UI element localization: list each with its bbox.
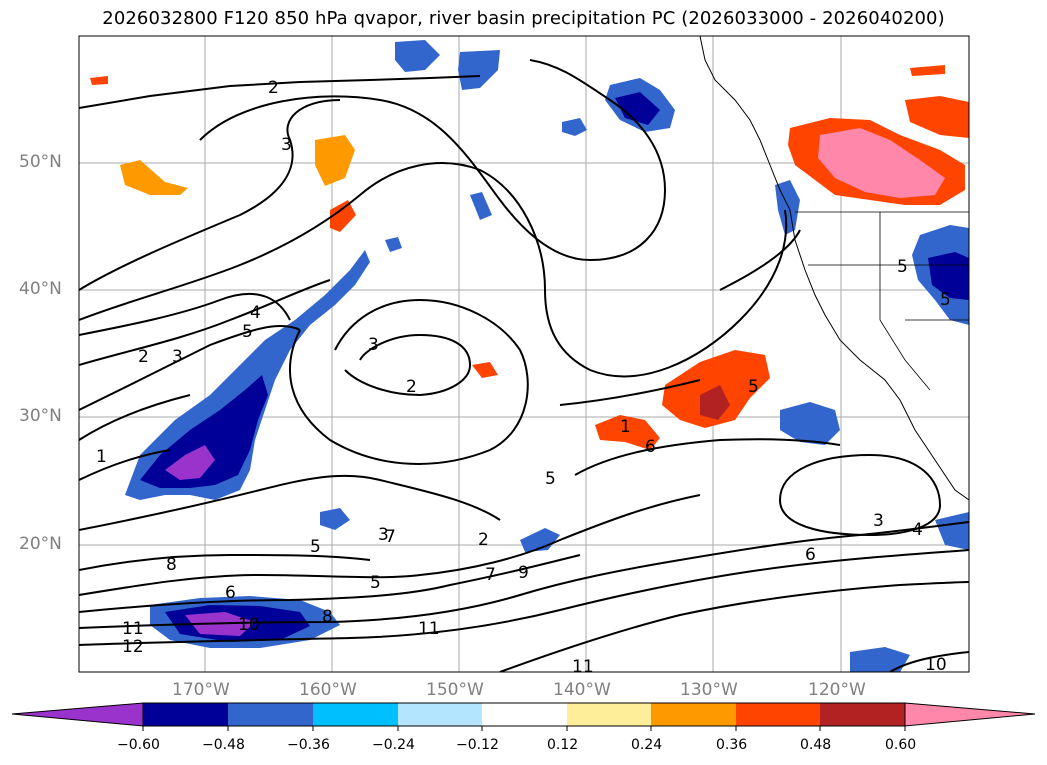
qvapor-contours xyxy=(79,59,969,672)
contour-label: 11 xyxy=(122,619,144,639)
lon-label: 120°W xyxy=(808,680,866,700)
contour-label: 10 xyxy=(238,615,260,635)
colorbar-tick-label: −0.48 xyxy=(202,737,245,753)
map-frame xyxy=(78,35,970,673)
contour-label: 3 xyxy=(873,511,884,531)
contour-label: 4 xyxy=(250,303,261,323)
contour-label: 5 xyxy=(748,377,759,397)
colorbar-segment xyxy=(143,703,228,726)
colorbar-extend-high xyxy=(904,702,1036,727)
map-area: 2 3 3 2 4 5 2 3 1 3 2 5 8 6 8 11 12 10 6… xyxy=(79,36,969,677)
colorbar-tick-label: −0.12 xyxy=(456,737,499,753)
lon-label: 140°W xyxy=(553,680,611,700)
contour-label: 5 xyxy=(370,573,381,593)
lat-label: 30°N xyxy=(19,406,62,426)
contour-label: 8 xyxy=(322,607,333,627)
contour-label: 2 xyxy=(138,347,149,367)
negative-pc-regions xyxy=(125,40,969,672)
lon-label: 160°W xyxy=(299,680,357,700)
contour-label: 7 xyxy=(385,527,396,547)
contour-label: 6 xyxy=(645,437,656,457)
colorbar-segment xyxy=(313,703,398,726)
lat-label: 20°N xyxy=(19,534,62,554)
colorbar-segment xyxy=(651,703,736,726)
contour-label: 5 xyxy=(310,537,321,557)
contour-label: 5 xyxy=(897,257,908,277)
coastline xyxy=(699,36,969,501)
contour-label: 1 xyxy=(96,447,107,467)
contour-label: 3 xyxy=(368,335,379,355)
contour-label: 2 xyxy=(268,78,279,98)
state-borders xyxy=(795,211,969,391)
lon-label: 150°W xyxy=(426,680,484,700)
colorbar-tick-label: 0.12 xyxy=(547,737,579,753)
colorbar-segment xyxy=(228,703,313,726)
positive-pc-regions xyxy=(90,65,969,450)
lat-label: 40°N xyxy=(19,279,62,299)
lon-label: 130°W xyxy=(680,680,738,700)
contour-label: 3 xyxy=(172,347,183,367)
contour-label: 12 xyxy=(122,637,144,657)
colorbar-tick-label: 0.24 xyxy=(631,737,663,753)
contour-label: 3 xyxy=(281,135,292,155)
contour-label: 4 xyxy=(912,520,923,540)
contour-label: 11 xyxy=(572,657,594,677)
contour-label: 11 xyxy=(418,619,440,639)
contour-label: 3 xyxy=(378,525,389,545)
contour-label: 5 xyxy=(545,469,556,489)
colorbar-tick-label: −0.36 xyxy=(287,737,330,753)
figure-title: 2026032800 F120 850 hPa qvapor, river ba… xyxy=(102,8,945,29)
lat-label: 50°N xyxy=(19,152,62,172)
colorbar-segment xyxy=(820,703,905,726)
colorbar-segment xyxy=(567,703,651,726)
contour-label: 5 xyxy=(940,290,951,310)
colorbar xyxy=(11,702,1036,731)
contour-label: 7 xyxy=(485,565,496,585)
colorbar-tick-label: −0.24 xyxy=(372,737,415,753)
contour-labels: 2 3 3 2 4 5 2 3 1 3 2 5 8 6 8 11 12 10 6… xyxy=(96,78,951,677)
lon-label: 170°W xyxy=(172,680,230,700)
colorbar-tick-label: −0.60 xyxy=(117,737,160,753)
colorbar-tick-label: 0.36 xyxy=(716,737,748,753)
contour-label: 2 xyxy=(478,530,489,550)
contour-label: 5 xyxy=(242,322,253,342)
colorbar-segment xyxy=(736,703,820,726)
contour-label: 6 xyxy=(225,583,236,603)
colorbar-segment xyxy=(482,703,567,726)
contour-label: 8 xyxy=(166,555,177,575)
colorbar-extend-low xyxy=(11,702,144,727)
contour-label: 1 xyxy=(620,417,631,437)
colorbar-tick-label: 0.60 xyxy=(885,737,917,753)
contour-label: 10 xyxy=(925,655,947,675)
colorbar-segment xyxy=(398,703,482,726)
contour-label: 2 xyxy=(406,377,417,397)
colorbar-tick-label: 0.48 xyxy=(800,737,832,753)
contour-label: 6 xyxy=(805,545,816,565)
contour-label: 9 xyxy=(518,563,529,583)
